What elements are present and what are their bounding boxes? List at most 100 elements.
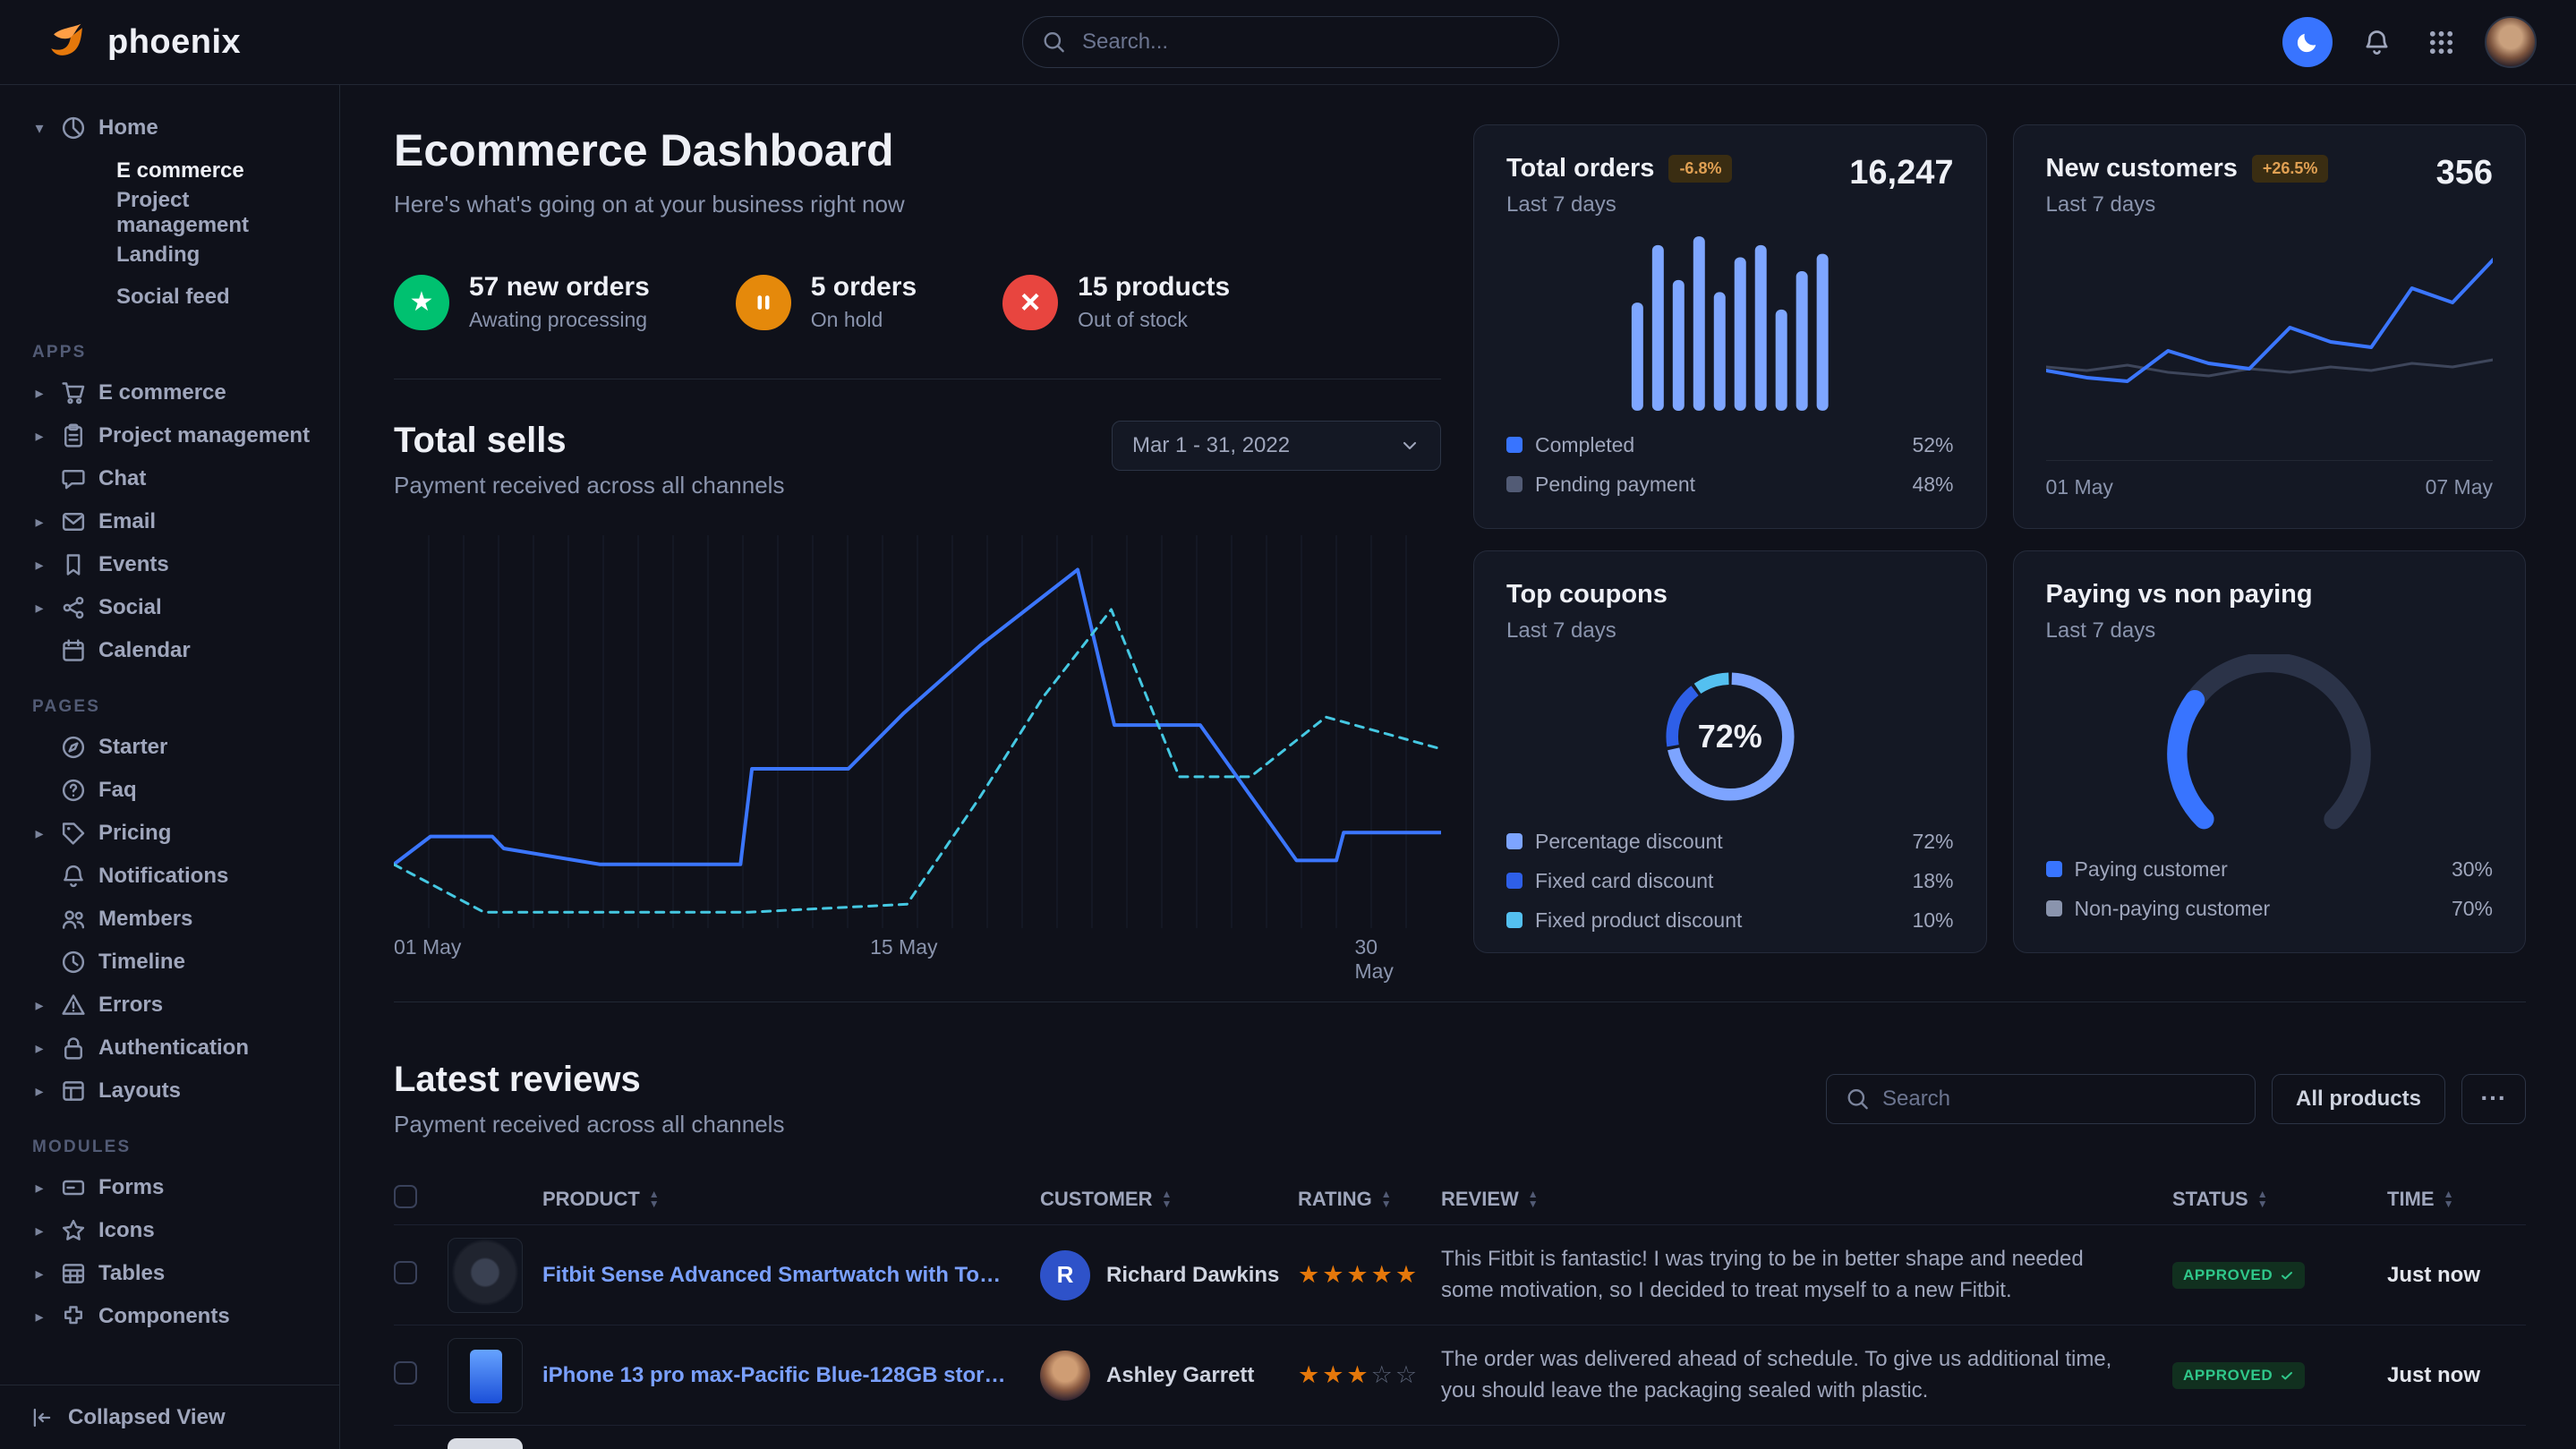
column-header-rating[interactable]: RATING [1298,1188,1441,1211]
stat-57-new-orders: ★ 57 new orders Awating processing [394,272,650,332]
collapsed-view-toggle[interactable]: Collapsed View [0,1385,339,1449]
caret-right-icon: ▸ [30,1179,48,1198]
all-products-button[interactable]: All products [2272,1074,2445,1124]
sidebar-item-layouts[interactable]: ▸Layouts [30,1070,312,1112]
table-row: iPhone 13 pro max-Pacific Blue-128GB sto… [394,1325,2526,1425]
new-customers-card: New customers +26.5% Last 7 days 356 01 … [2013,124,2527,529]
legend-swatch [1506,437,1523,453]
column-header-product[interactable]: PRODUCT [542,1188,1040,1211]
sidebar-item-timeline[interactable]: Timeline [30,941,312,984]
sidebar-nav: ▾HomeE commerceProject managementLanding… [0,85,339,1385]
select-all-checkbox[interactable] [394,1185,417,1208]
brand[interactable]: phoenix [45,19,349,65]
total-orders-card: Total orders -6.8% Last 7 days 16,247 Co… [1473,124,1987,529]
date-range-value: Mar 1 - 31, 2022 [1132,433,1290,458]
sidebar-item-project-management[interactable]: ▸Project management [30,414,312,457]
lock-icon [61,1036,86,1061]
sidebar-item-components[interactable]: ▸Components [30,1295,312,1338]
more-options-button[interactable]: ... [2461,1074,2526,1124]
top-coupons-card: Top coupons Last 7 days 72% Percentage d… [1473,550,1987,953]
caret-right-icon: ▸ [30,427,48,446]
product-link[interactable]: Fitbit Sense Advanced Smartwatch with To… [542,1263,1008,1288]
customer-name: Richard Dawkins [1106,1263,1279,1288]
sidebar-item-pricing[interactable]: ▸Pricing [30,812,312,855]
layout-icon [61,1078,86,1104]
calendar-icon [61,638,86,663]
table-row [394,1425,2526,1449]
latest-reviews-section: Latest reviews Payment received across a… [394,1060,2526,1449]
sidebar-item-e-commerce[interactable]: ▸E commerce [30,371,312,414]
legend-value: 52% [1912,433,1953,457]
table-body: Fitbit Sense Advanced Smartwatch with To… [394,1224,2526,1449]
sidebar-subitem-e-commerce[interactable]: E commerce [30,149,312,192]
sidebar-item-authentication[interactable]: ▸Authentication [30,1027,312,1070]
date-range-select[interactable]: Mar 1 - 31, 2022 [1112,421,1441,471]
review-text: This Fitbit is fantastic! I was trying t… [1441,1244,2172,1307]
sidebar-item-calendar[interactable]: Calendar [30,629,312,672]
reviews-search-input[interactable] [1826,1074,2256,1124]
total-orders-value: 16,247 [1849,154,1953,192]
latest-reviews-title: Latest reviews [394,1060,784,1100]
sidebar-subitem-landing[interactable]: Landing [30,234,312,276]
card-period: Last 7 days [2046,618,2313,644]
stat-value: 5 orders [811,272,917,303]
sidebar: ▾HomeE commerceProject managementLanding… [0,85,340,1449]
column-header-status[interactable]: STATUS [2172,1188,2387,1211]
sidebar-item-icons[interactable]: ▸Icons [30,1209,312,1252]
sidebar-subitem-social-feed[interactable]: Social feed [30,276,312,318]
tag-icon [61,821,86,846]
review-time: Just now [2387,1263,2480,1287]
sidebar-item-forms[interactable]: ▸Forms [30,1166,312,1209]
legend-value: 48% [1912,473,1953,497]
latest-reviews-subtitle: Payment received across all channels [394,1111,784,1138]
sidebar-item-faq[interactable]: Faq [30,769,312,812]
legend-value: 30% [2452,857,2493,882]
sidebar-item-email[interactable]: ▸Email [30,500,312,543]
row-checkbox[interactable] [394,1361,417,1385]
table-header: PRODUCT CUSTOMER RATING REVIEW STATUS TI… [394,1174,2526,1224]
page-subtitle: Here's what's going on at your business … [394,191,1441,218]
product-link[interactable]: iPhone 13 pro max-Pacific Blue-128GB sto… [542,1363,1008,1388]
star-icon: ★ [394,275,449,330]
clock-icon [61,950,86,975]
sidebar-item-social[interactable]: ▸Social [30,586,312,629]
total-orders-bar-chart [1506,236,1954,411]
sidebar-subitem-project-management[interactable]: Project management [30,192,312,234]
sidebar-item-tables[interactable]: ▸Tables [30,1252,312,1295]
caret-right-icon: ▸ [30,599,48,618]
x-axis-label: 07 May [2426,475,2493,499]
new-customers-line-chart [2046,252,2494,431]
top-coupons-donut-chart: 72% [1650,656,1811,817]
clipboard-icon [61,423,86,448]
nine-dots-icon [2427,29,2455,56]
customer-avatar [1040,1351,1090,1401]
legend-paying-customer: Paying customer 30% [2046,854,2494,884]
product-thumbnail [448,1338,523,1413]
sidebar-item-notifications[interactable]: Notifications [30,855,312,898]
notifications-button[interactable] [2356,21,2397,63]
sidebar-item-starter[interactable]: Starter [30,726,312,769]
column-header-review[interactable]: REVIEW [1441,1188,2172,1211]
new-customers-badge: +26.5% [2252,155,2329,183]
global-search-input[interactable] [1022,16,1559,68]
sidebar-item-errors[interactable]: ▸Errors [30,984,312,1027]
sidebar-item-chat[interactable]: Chat [30,457,312,500]
paying-gauge-chart [2046,644,2494,854]
sidebar-item-events[interactable]: ▸Events [30,543,312,586]
sidebar-item-home[interactable]: ▾Home [30,107,312,149]
column-header-customer[interactable]: CUSTOMER [1040,1188,1298,1211]
review-time: Just now [2387,1363,2480,1387]
sidebar-item-members[interactable]: Members [30,898,312,941]
caret-right-icon: ▸ [30,824,48,843]
sidebar-section-apps: APPS [32,343,312,362]
user-avatar[interactable] [2485,16,2537,68]
users-icon [61,907,86,932]
theme-toggle-button[interactable] [2282,17,2333,67]
topbar-actions [2232,16,2537,68]
apps-grid-button[interactable] [2420,21,2461,63]
column-header-time[interactable]: TIME [2387,1188,2526,1211]
row-checkbox[interactable] [394,1261,417,1284]
new-customers-x-axis: 01 May 07 May [2046,460,2494,499]
caret-down-icon: ▾ [30,119,48,138]
sidebar-section-modules: MODULES [32,1138,312,1157]
